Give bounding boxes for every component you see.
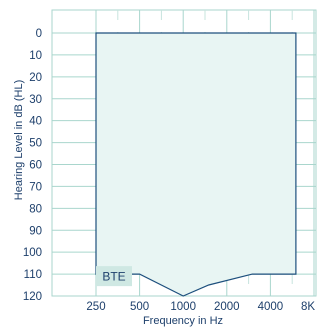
x-tick-label: 500 (130, 301, 149, 313)
series-layer (95, 32, 297, 297)
y-tick-label: 30 (29, 94, 42, 106)
y-tick-label: 120 (23, 291, 42, 303)
x-tick-label: 4000 (258, 301, 284, 313)
y-tick-label: 100 (23, 247, 42, 259)
series-label-box (96, 266, 132, 287)
y-tick-label: 80 (29, 203, 42, 215)
y-tick-label: 40 (29, 116, 42, 128)
y-tick-label: 10 (29, 50, 42, 62)
tick-layer: 0 10 20 30 40 50 60 70 80 90 100 110 120 250 500 1000 20… (23, 28, 316, 313)
y-tick-label: 70 (29, 181, 42, 193)
y-tick-label: 90 (29, 225, 42, 237)
y-tick-label: 60 (29, 160, 42, 172)
x-axis-title: Frequency in Hz (143, 315, 223, 327)
y-tick-label: 0 (36, 28, 42, 40)
x-tick-label: 8K (301, 301, 315, 313)
x-tick-label: 1000 (170, 301, 196, 313)
y-axis-title: Hearing Level in dB (HL) (13, 80, 25, 200)
series-label: BTE (102, 270, 125, 284)
y-tick-label: 20 (29, 72, 42, 84)
label-layer: BTE (96, 266, 132, 287)
fitting-range-area (95, 32, 297, 297)
y-tick-label: 50 (29, 138, 42, 150)
y-tick-label: 110 (24, 269, 42, 281)
x-tick-label: 250 (86, 301, 105, 313)
x-tick-label: 2000 (214, 301, 240, 313)
